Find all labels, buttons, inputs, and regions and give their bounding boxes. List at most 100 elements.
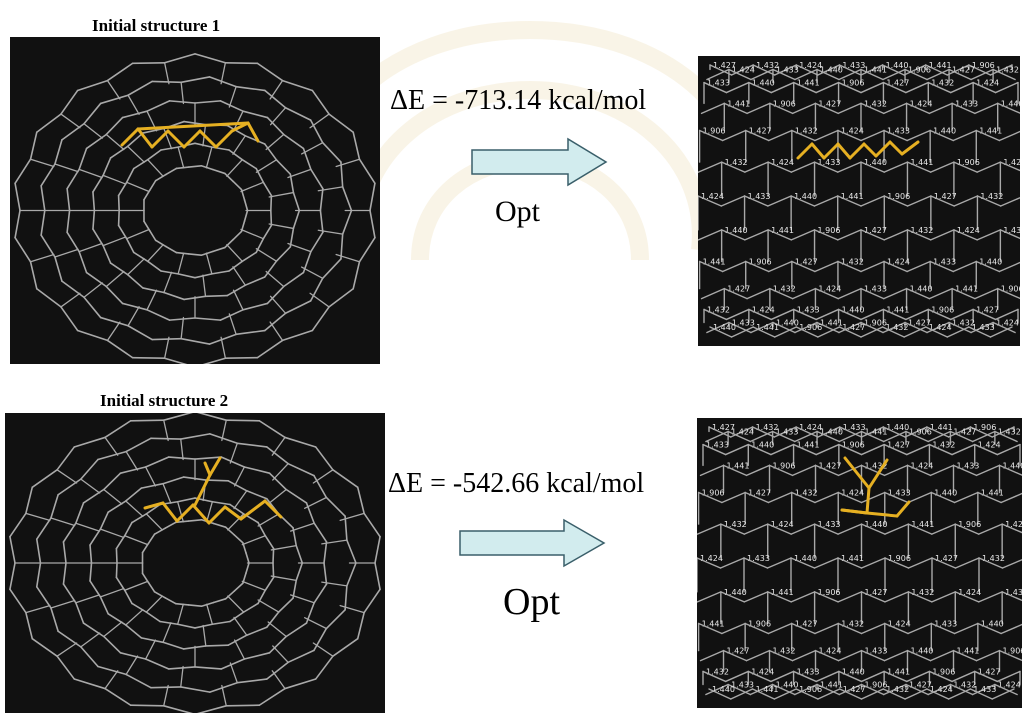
svg-text:1.432: 1.432 <box>756 423 779 432</box>
svg-text:1.433: 1.433 <box>842 61 865 70</box>
initial-structure-2-panel <box>5 413 385 713</box>
svg-text:1.906: 1.906 <box>818 588 841 597</box>
optimized-structure-2-panel: 1.427 1.432 1.424 1.433 1.440 1.441 1.906 1.424… <box>697 418 1022 708</box>
right-arrow-icon <box>459 518 606 568</box>
svg-text:1.432: 1.432 <box>910 226 933 235</box>
svg-text:1.440: 1.440 <box>886 61 909 70</box>
right-arrow-icon <box>471 137 608 187</box>
svg-text:1.441: 1.441 <box>865 427 888 436</box>
svg-text:1.432: 1.432 <box>773 647 796 656</box>
svg-text:1.441: 1.441 <box>771 588 794 597</box>
svg-text:1.432: 1.432 <box>886 685 909 694</box>
initial-structure-1-title: Initial structure 1 <box>92 16 221 35</box>
svg-text:1.433: 1.433 <box>887 127 910 136</box>
svg-text:1.424: 1.424 <box>732 65 755 74</box>
svg-text:1.440: 1.440 <box>713 323 736 332</box>
svg-text:1.424: 1.424 <box>799 61 822 70</box>
svg-text:1.906: 1.906 <box>773 99 796 108</box>
nanotube-initial-2 <box>9 413 381 713</box>
svg-text:1.906: 1.906 <box>957 158 980 167</box>
svg-text:1.432: 1.432 <box>725 158 748 167</box>
svg-text:1.441: 1.441 <box>820 681 843 690</box>
svg-text:1.427: 1.427 <box>978 667 1001 676</box>
svg-text:1.432: 1.432 <box>980 192 1003 201</box>
svg-text:1.906: 1.906 <box>908 65 931 74</box>
svg-text:1.427: 1.427 <box>843 685 866 694</box>
svg-text:1.441: 1.441 <box>727 99 750 108</box>
svg-text:1.433: 1.433 <box>731 681 754 690</box>
svg-text:1.440: 1.440 <box>865 520 888 529</box>
svg-text:1.441: 1.441 <box>797 79 820 88</box>
svg-text:1.440: 1.440 <box>752 79 775 88</box>
svg-text:1.441: 1.441 <box>841 192 864 201</box>
svg-text:1.906: 1.906 <box>1001 285 1020 294</box>
nanotube-optimized-2: 1.427 1.432 1.424 1.433 1.440 1.441 1.9061.424… <box>697 423 1022 700</box>
svg-text:1.441: 1.441 <box>756 685 779 694</box>
svg-text:1.427: 1.427 <box>865 588 888 597</box>
svg-text:1.424: 1.424 <box>910 99 933 108</box>
svg-text:1.432: 1.432 <box>707 305 730 314</box>
svg-text:1.427: 1.427 <box>712 423 735 432</box>
svg-text:1.433: 1.433 <box>933 258 956 267</box>
svg-text:1.433: 1.433 <box>707 79 730 88</box>
svg-text:1.906: 1.906 <box>748 620 771 629</box>
svg-text:1.441: 1.441 <box>886 305 909 314</box>
svg-text:1.432: 1.432 <box>724 520 747 529</box>
svg-text:1.427: 1.427 <box>748 489 771 498</box>
svg-text:1.433: 1.433 <box>818 520 841 529</box>
svg-text:1.433: 1.433 <box>706 441 729 450</box>
svg-text:1.433: 1.433 <box>776 427 799 436</box>
svg-text:1.432: 1.432 <box>886 323 909 332</box>
svg-text:1.440: 1.440 <box>981 620 1004 629</box>
svg-text:1.440: 1.440 <box>794 192 817 201</box>
svg-text:1.427: 1.427 <box>795 258 818 267</box>
svg-text:1.906: 1.906 <box>932 667 955 676</box>
svg-text:1.432: 1.432 <box>773 285 796 294</box>
svg-text:1.433: 1.433 <box>888 489 911 498</box>
svg-text:1.433: 1.433 <box>797 667 820 676</box>
svg-text:1.424: 1.424 <box>799 423 822 432</box>
svg-text:1.427: 1.427 <box>952 65 975 74</box>
svg-text:1.427: 1.427 <box>908 319 931 328</box>
svg-text:1.906: 1.906 <box>973 423 996 432</box>
svg-text:1.424: 1.424 <box>700 554 723 563</box>
svg-text:1.427: 1.427 <box>818 99 841 108</box>
svg-text:1.427: 1.427 <box>819 461 842 470</box>
svg-text:1.432: 1.432 <box>996 65 1019 74</box>
svg-text:1.424: 1.424 <box>930 685 953 694</box>
svg-text:1.433: 1.433 <box>797 305 820 314</box>
svg-text:1.427: 1.427 <box>842 323 865 332</box>
svg-text:1.906: 1.906 <box>865 681 888 690</box>
svg-text:1.440: 1.440 <box>842 305 865 314</box>
initial-structure-2-title: Initial structure 2 <box>100 391 229 410</box>
svg-text:1.424: 1.424 <box>701 192 724 201</box>
svg-text:1.424: 1.424 <box>888 620 911 629</box>
svg-text:1.432: 1.432 <box>911 588 934 597</box>
svg-text:1.906: 1.906 <box>799 685 822 694</box>
svg-text:1.906: 1.906 <box>703 127 726 136</box>
svg-text:1.441: 1.441 <box>930 423 953 432</box>
svg-text:1.440: 1.440 <box>725 226 748 235</box>
svg-text:1.424: 1.424 <box>887 258 910 267</box>
svg-text:1.441: 1.441 <box>820 319 843 328</box>
svg-text:1.427: 1.427 <box>864 226 887 235</box>
svg-text:1.906: 1.906 <box>799 323 822 332</box>
svg-text:1.433: 1.433 <box>747 554 770 563</box>
svg-text:1.440: 1.440 <box>1002 461 1022 470</box>
svg-text:1.432: 1.432 <box>756 61 779 70</box>
svg-text:1.433: 1.433 <box>1003 226 1020 235</box>
svg-text:1.433: 1.433 <box>776 65 799 74</box>
svg-text:1.427: 1.427 <box>886 79 909 88</box>
svg-text:1.906: 1.906 <box>702 489 725 498</box>
svg-text:1.424: 1.424 <box>957 226 980 235</box>
svg-text:1.433: 1.433 <box>864 285 887 294</box>
svg-text:1.433: 1.433 <box>843 423 866 432</box>
svg-text:1.432: 1.432 <box>931 79 954 88</box>
svg-text:1.441: 1.441 <box>702 620 725 629</box>
svg-text:1.427: 1.427 <box>1005 520 1022 529</box>
svg-text:1.427: 1.427 <box>727 647 750 656</box>
svg-text:1.432: 1.432 <box>864 99 887 108</box>
svg-text:1.433: 1.433 <box>956 461 979 470</box>
svg-text:1.427: 1.427 <box>1003 158 1020 167</box>
energy-label-1: ΔE = -713.14 kcal/mol <box>390 85 647 116</box>
